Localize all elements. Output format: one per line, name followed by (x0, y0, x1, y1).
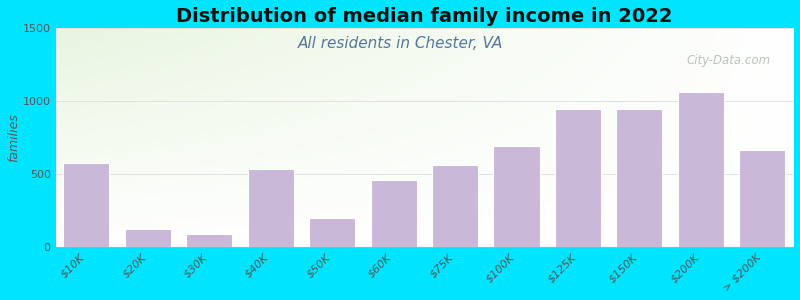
Bar (186, 234, 232, 247)
Y-axis label: families: families (7, 113, 20, 162)
Bar (616, 109, 662, 247)
Bar (678, 92, 724, 247)
Bar (63, 164, 110, 247)
Bar (494, 146, 539, 247)
Bar (555, 109, 601, 247)
Bar (739, 150, 786, 247)
Title: Distribution of median family income in 2022: Distribution of median family income in … (176, 7, 673, 26)
Bar (432, 165, 478, 247)
Bar (248, 169, 294, 247)
Bar (309, 218, 355, 247)
Text: City-Data.com: City-Data.com (687, 54, 771, 67)
Bar (125, 229, 171, 247)
Bar (370, 179, 417, 247)
Text: All residents in Chester, VA: All residents in Chester, VA (298, 36, 502, 51)
